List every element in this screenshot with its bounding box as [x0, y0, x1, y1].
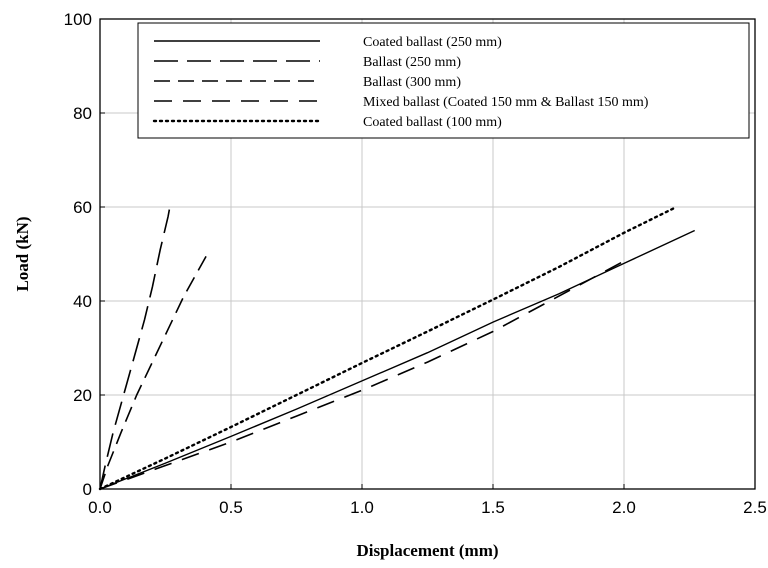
series-line-4 [99, 255, 630, 490]
x-tick-label: 2.5 [743, 498, 767, 517]
legend-label-3: Ballast (300 mm) [363, 75, 461, 90]
x-axis-title: Displacement (mm) [356, 541, 498, 560]
x-tick-label: 0.5 [219, 498, 243, 517]
y-tick-label: 40 [73, 292, 92, 311]
series-line-1 [99, 229, 695, 490]
legend-label-2: Ballast (250 mm) [363, 55, 461, 70]
plot-area-frame [99, 18, 756, 490]
legend-label-1: Coated ballast (250 mm) [363, 35, 502, 50]
y-tick-label: 80 [73, 104, 92, 123]
y-tick-label: 60 [73, 198, 92, 217]
axis-ticks: 0.0 0.5 1.0 1.5 2.0 2.5 0 20 40 60 80 100 [64, 10, 767, 517]
series-layer [98, 202, 695, 491]
y-tick-label: 0 [83, 480, 92, 499]
y-tick-label: 100 [64, 10, 92, 29]
legend-label-5: Coated ballast (100 mm) [363, 115, 502, 130]
x-tick-label: 1.5 [481, 498, 505, 517]
legend: Coated ballast (250 mm) Ballast (250 mm) B… [137, 22, 750, 139]
legend-label-4: Mixed ballast (Coated 150 mm & Ballast 1… [363, 95, 649, 110]
x-tick-label: 0.0 [88, 498, 112, 517]
y-axis-title: Load (kN) [13, 216, 32, 291]
series-line-5 [98, 205, 678, 491]
x-tick-label: 2.0 [612, 498, 636, 517]
legend-box [137, 22, 750, 139]
series-line-3 [99, 253, 209, 490]
x-tick-label: 1.0 [350, 498, 374, 517]
y-tick-label: 20 [73, 386, 92, 405]
series-line-2 [99, 202, 172, 490]
